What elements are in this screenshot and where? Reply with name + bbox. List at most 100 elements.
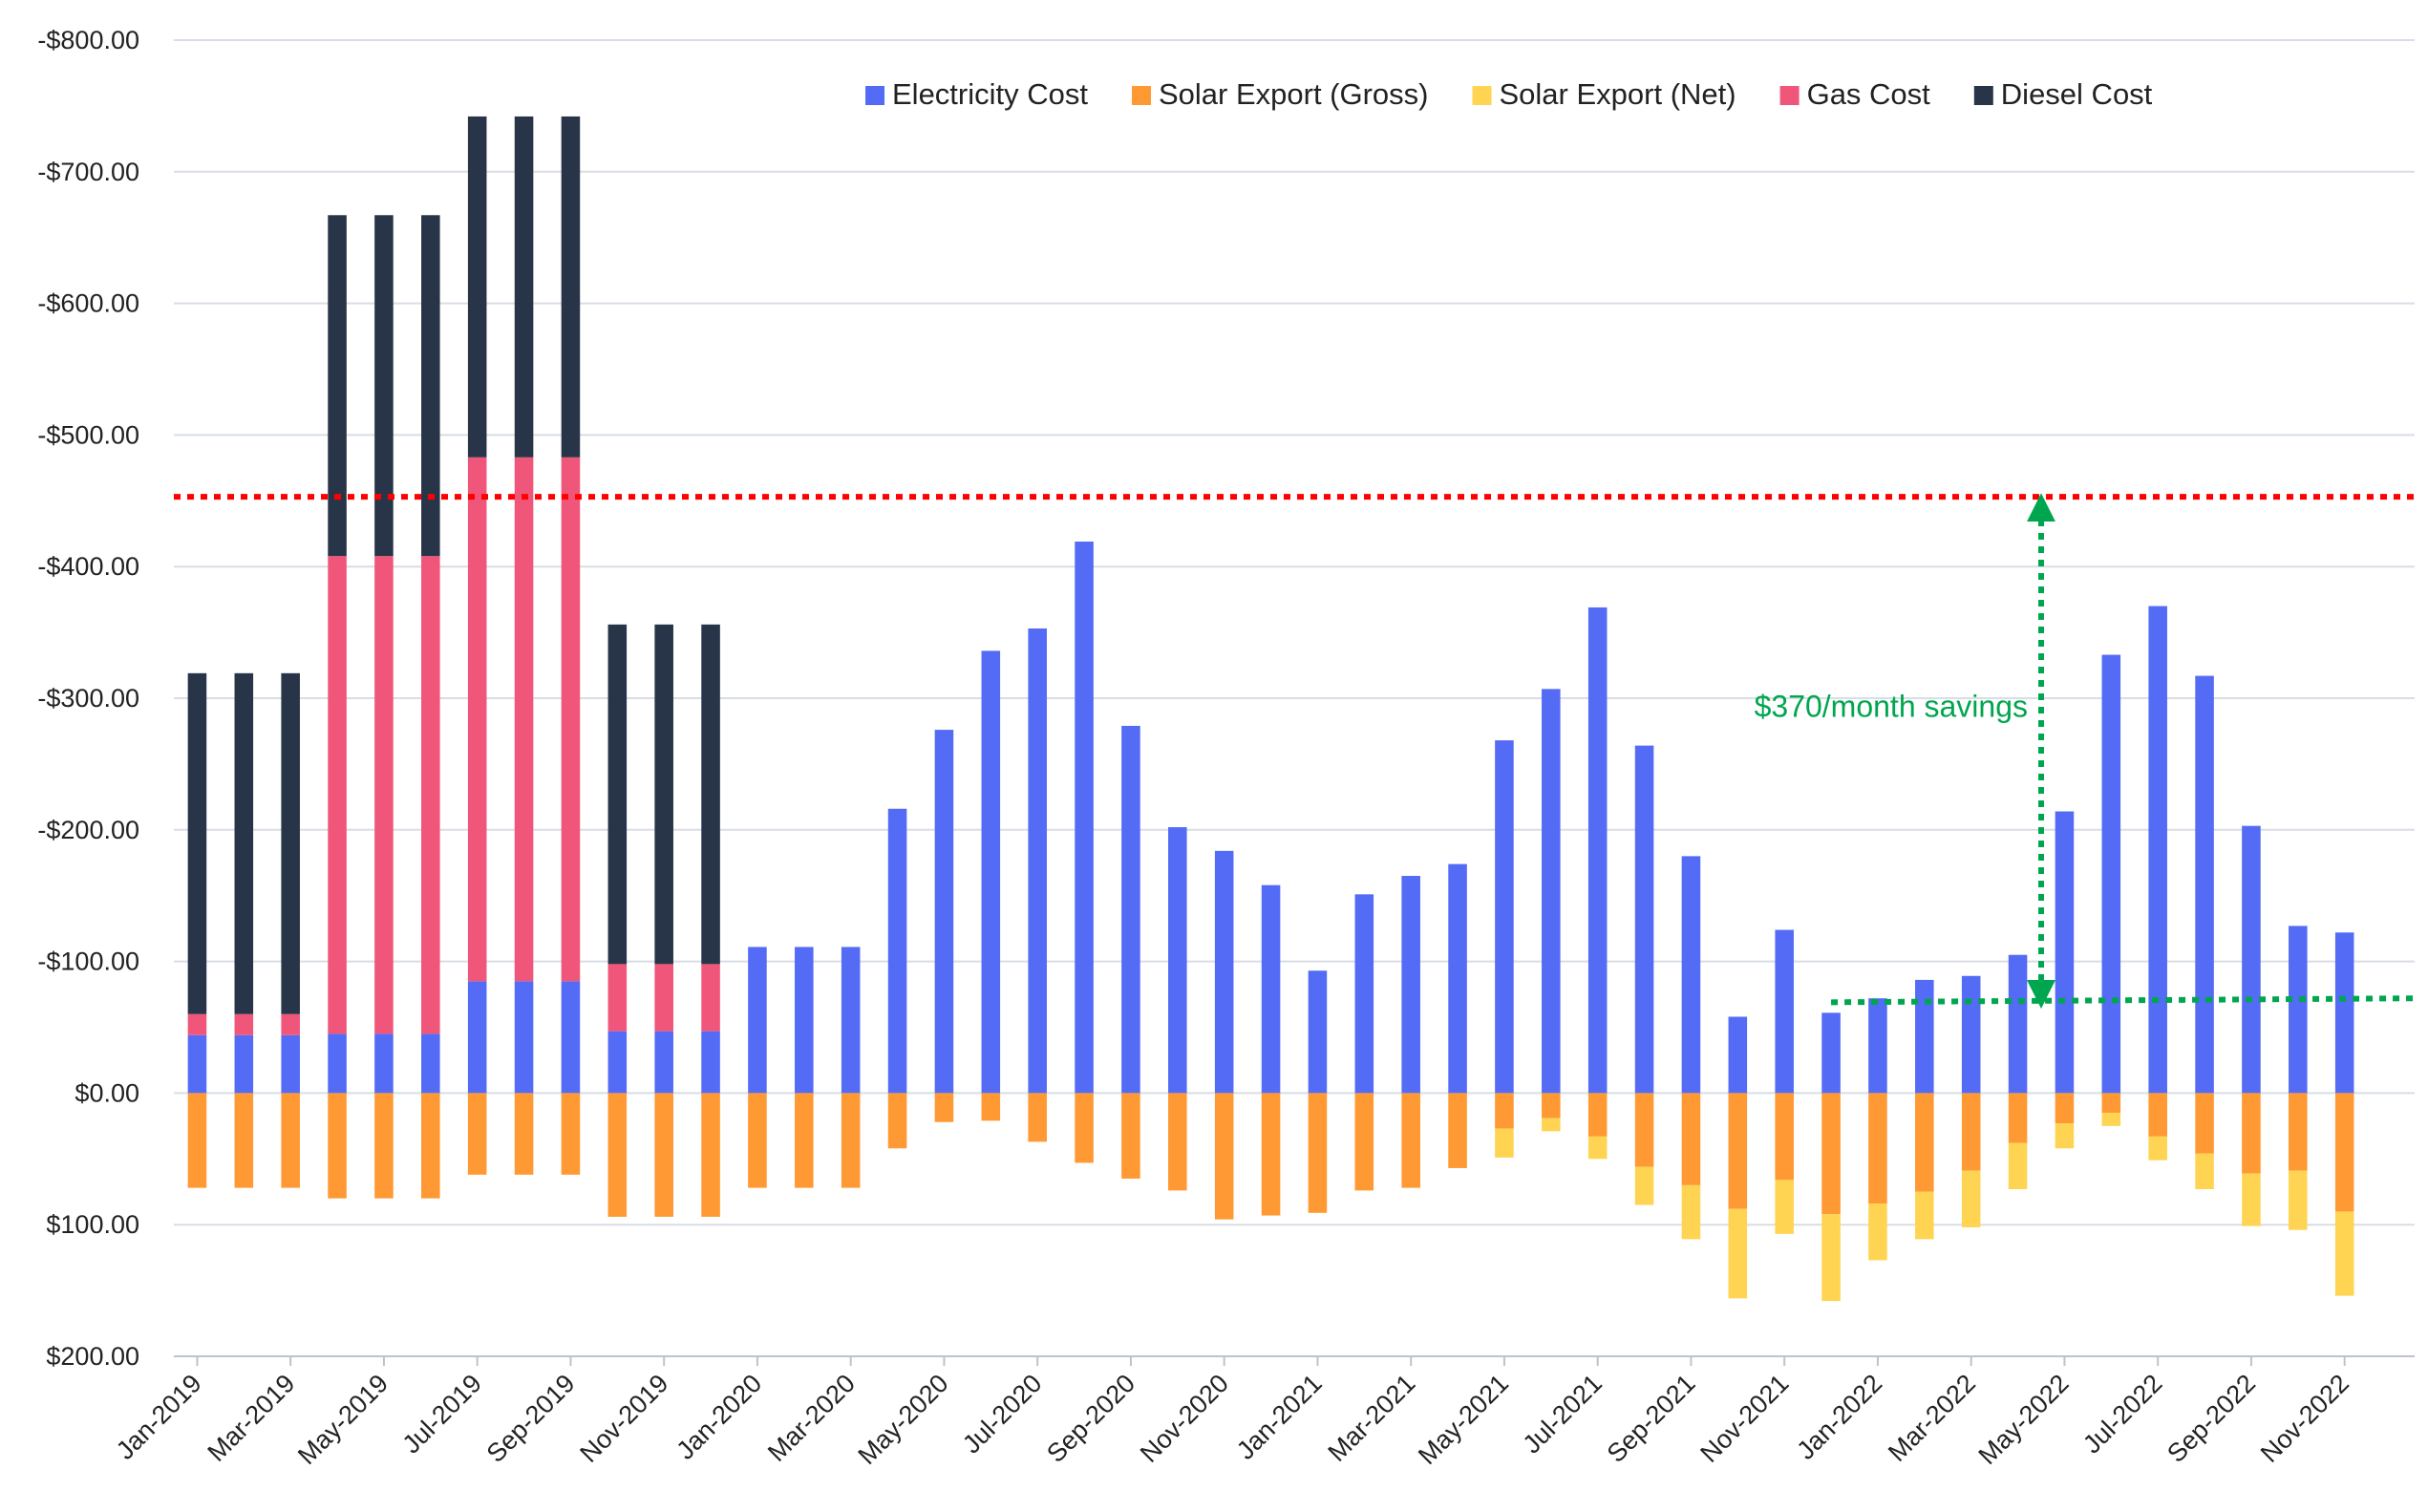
x-tick-label: May-2020 bbox=[853, 1369, 954, 1470]
bar-electricity-cost bbox=[2148, 606, 2167, 1094]
bar-electricity-cost bbox=[701, 1031, 720, 1094]
x-tick-label: Nov-2022 bbox=[2255, 1369, 2354, 1468]
bar-solar-export-gross bbox=[1308, 1093, 1328, 1213]
bar-solar-export-gross bbox=[234, 1093, 254, 1188]
legend-label-diesel-cost: Diesel Cost bbox=[2001, 77, 2153, 111]
bar-solar-export-net bbox=[2289, 1170, 2308, 1230]
x-tick-label: Nov-2021 bbox=[1694, 1369, 1794, 1468]
bar-electricity-cost bbox=[1681, 856, 1701, 1094]
bar-solar-export-gross bbox=[1261, 1093, 1281, 1216]
bar-electricity-cost bbox=[1168, 827, 1187, 1094]
bar-solar-export-net bbox=[1728, 1208, 1748, 1299]
bar-electricity-cost bbox=[1075, 542, 1094, 1094]
bar-solar-export-net bbox=[1821, 1214, 1841, 1302]
bar-solar-export-net bbox=[1681, 1184, 1701, 1240]
x-tick-label: Mar-2019 bbox=[202, 1369, 301, 1467]
bar-solar-export-gross bbox=[1168, 1093, 1187, 1191]
bar-solar-export-gross bbox=[1821, 1093, 1841, 1215]
bar-solar-export-net bbox=[1587, 1136, 1608, 1160]
bar-electricity-cost bbox=[1401, 876, 1420, 1094]
x-tick-label: May-2021 bbox=[1413, 1369, 1514, 1470]
bar-solar-export-gross bbox=[701, 1093, 720, 1217]
bar-solar-export-gross bbox=[2101, 1093, 2121, 1114]
bar-solar-export-gross bbox=[1868, 1093, 1887, 1204]
bar-electricity-cost bbox=[934, 730, 954, 1094]
bar-electricity-cost bbox=[421, 1033, 440, 1094]
bar-solar-export-net bbox=[1542, 1118, 1561, 1132]
bar-electricity-cost bbox=[514, 981, 534, 1094]
x-tick-label: Jul-2019 bbox=[396, 1369, 486, 1459]
x-tick-label: May-2022 bbox=[1973, 1369, 2075, 1470]
legend-label-solar-export-net: Solar Export (Net) bbox=[1500, 77, 1736, 111]
bar-electricity-cost bbox=[795, 947, 814, 1094]
bar-gas-cost bbox=[234, 1013, 254, 1035]
bar-solar-export-net bbox=[1634, 1166, 1654, 1205]
legend-label-solar-export-gross: Solar Export (Gross) bbox=[1159, 77, 1429, 111]
bar-electricity-cost bbox=[187, 1034, 207, 1094]
y-tick-label: -$500.00 bbox=[37, 420, 139, 449]
y-tick-label: -$800.00 bbox=[37, 26, 139, 54]
bar-electricity-cost bbox=[2334, 932, 2354, 1094]
savings-annotation: $370/month savings bbox=[1755, 689, 2028, 723]
bar-solar-export-gross bbox=[748, 1093, 767, 1188]
bar-gas-cost bbox=[187, 1013, 207, 1035]
bar-diesel-cost bbox=[701, 624, 720, 965]
bar-solar-export-net bbox=[2055, 1123, 2075, 1149]
bar-electricity-cost bbox=[1495, 740, 1514, 1094]
bar-solar-export-net bbox=[2008, 1142, 2028, 1189]
bar-electricity-cost bbox=[1121, 725, 1140, 1094]
bar-electricity-cost bbox=[1354, 894, 1374, 1094]
bar-solar-export-gross bbox=[421, 1093, 440, 1199]
bar-electricity-cost bbox=[1028, 628, 1047, 1094]
reference-line bbox=[1831, 995, 2416, 1006]
x-tick-label: Mar-2022 bbox=[1883, 1369, 1981, 1467]
x-tick-label: Jan-2019 bbox=[111, 1369, 207, 1465]
bar-solar-export-net bbox=[1775, 1180, 1794, 1234]
bar-electricity-cost bbox=[328, 1033, 347, 1094]
bar-solar-export-gross bbox=[1915, 1093, 1934, 1192]
bar-electricity-cost bbox=[1775, 929, 1794, 1094]
bar-solar-export-gross bbox=[1354, 1093, 1374, 1191]
bar-solar-export-gross bbox=[981, 1093, 1001, 1121]
bar-diesel-cost bbox=[654, 624, 673, 965]
bar-solar-export-net bbox=[2242, 1173, 2261, 1226]
bar-electricity-cost bbox=[1448, 863, 1467, 1094]
bar-solar-export-net bbox=[1868, 1203, 1887, 1261]
bar-electricity-cost bbox=[748, 947, 767, 1094]
x-tick-label: Mar-2020 bbox=[762, 1369, 861, 1467]
bar-electricity-cost bbox=[2242, 825, 2261, 1094]
y-tick-label: -$200.00 bbox=[37, 816, 139, 844]
bar-solar-export-gross bbox=[467, 1093, 487, 1175]
bar-solar-export-gross bbox=[934, 1093, 954, 1122]
y-tick-label: -$700.00 bbox=[37, 158, 139, 186]
bar-electricity-cost bbox=[467, 981, 487, 1094]
bar-electricity-cost bbox=[654, 1031, 673, 1094]
bar-solar-export-gross bbox=[2195, 1093, 2214, 1154]
annotations: $370/month savings bbox=[1755, 493, 2055, 1010]
x-tick-label: Sep-2020 bbox=[1041, 1369, 1140, 1468]
x-tick-label: Mar-2021 bbox=[1323, 1369, 1421, 1467]
bar-diesel-cost bbox=[234, 672, 254, 1014]
bar-electricity-cost bbox=[1214, 850, 1234, 1094]
bar-diesel-cost bbox=[467, 116, 487, 458]
bar-gas-cost bbox=[561, 457, 581, 982]
x-tick-label: Jan-2022 bbox=[1791, 1369, 1887, 1465]
bar-solar-export-net bbox=[2195, 1153, 2214, 1189]
bar-solar-export-gross bbox=[1587, 1093, 1608, 1137]
x-tick-label: Nov-2020 bbox=[1135, 1369, 1234, 1468]
bar-diesel-cost bbox=[374, 215, 394, 557]
bar-electricity-cost bbox=[887, 808, 907, 1094]
x-tick-label: Sep-2019 bbox=[481, 1369, 581, 1468]
x-tick-label: May-2019 bbox=[292, 1369, 394, 1470]
x-tick-label: Jan-2020 bbox=[671, 1369, 767, 1465]
bar-gas-cost bbox=[421, 556, 440, 1034]
bar-electricity-cost bbox=[2195, 675, 2214, 1094]
bar-electricity-cost bbox=[2101, 654, 2121, 1094]
bar-solar-export-gross bbox=[328, 1093, 347, 1199]
bar-solar-export-gross bbox=[1634, 1093, 1654, 1167]
bar-diesel-cost bbox=[281, 672, 300, 1014]
x-tick-label: Jul-2020 bbox=[957, 1369, 1047, 1459]
bar-diesel-cost bbox=[607, 624, 628, 965]
bar-electricity-cost bbox=[1868, 998, 1887, 1094]
